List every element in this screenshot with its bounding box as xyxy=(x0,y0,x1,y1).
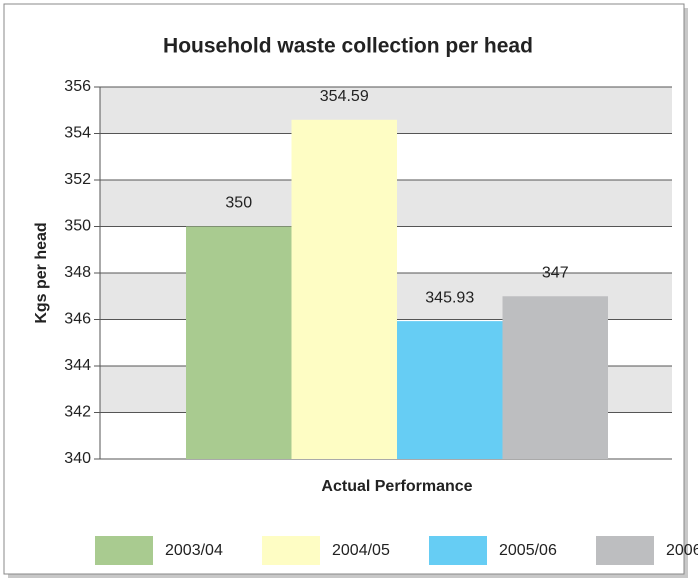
y-tick-label: 340 xyxy=(64,450,91,467)
y-tick-label: 348 xyxy=(64,264,91,281)
y-tick-label: 352 xyxy=(64,171,91,188)
y-tick-label: 342 xyxy=(64,404,91,421)
legend-label: 2003/04 xyxy=(165,542,223,559)
y-tick-label: 346 xyxy=(64,311,91,328)
bar xyxy=(502,296,608,459)
bar xyxy=(291,119,397,459)
data-label: 345.93 xyxy=(425,289,474,306)
legend-swatch xyxy=(596,536,654,565)
data-label: 347 xyxy=(542,264,569,281)
legend-label: 2005/06 xyxy=(499,542,557,559)
bar xyxy=(397,321,503,459)
legend-swatch xyxy=(95,536,153,565)
legend-swatch xyxy=(262,536,320,565)
chart-title: Household waste collection per head xyxy=(163,35,533,58)
legend-swatch xyxy=(429,536,487,565)
data-label: 354.59 xyxy=(320,88,369,105)
y-tick-label: 356 xyxy=(64,78,91,95)
x-tick-label: Actual Performance xyxy=(321,478,472,495)
data-label: 350 xyxy=(225,195,252,212)
legend-label: 2006/07 xyxy=(666,542,698,559)
bar xyxy=(186,226,292,459)
y-axis-label: Kgs per head xyxy=(33,222,50,323)
y-tick-label: 344 xyxy=(64,357,91,374)
legend-label: 2004/05 xyxy=(332,542,390,559)
y-tick-label: 354 xyxy=(64,125,91,142)
y-tick-label: 350 xyxy=(64,218,91,235)
